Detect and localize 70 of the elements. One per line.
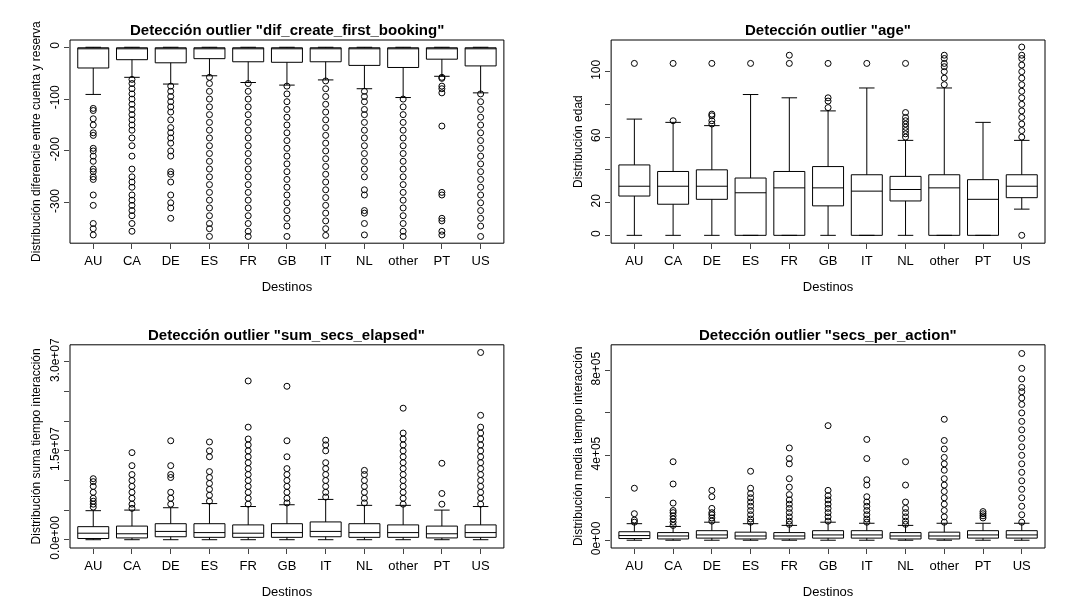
chart-title: Detección outlier "age" <box>745 21 911 38</box>
x-tick-label: IT <box>319 252 332 268</box>
x-tick-label: PT <box>433 557 451 573</box>
x-tick-label: GB <box>818 252 838 268</box>
x-tick-label: ES <box>200 252 219 268</box>
y-tick-label: 3.0e+07 <box>48 338 63 383</box>
x-tick-label: GB <box>277 252 297 268</box>
x-tick-label: IT <box>861 557 873 573</box>
x-axis-title: Destinos <box>261 279 313 295</box>
x-tick-label: CA <box>664 557 683 573</box>
y-axis-title: Distribución diferencie entre cuenta y reserva <box>29 20 44 262</box>
x-tick-label: DE <box>161 252 181 268</box>
x-tick-label: DE <box>161 557 181 573</box>
x-tick-label: IT <box>319 557 332 573</box>
y-tick-label: 60 <box>589 128 604 142</box>
y-tick-label: 0e+00 <box>589 521 604 556</box>
x-tick-label: US <box>471 557 490 573</box>
x-tick-label: AU <box>84 252 103 268</box>
x-tick-label: NL <box>356 252 373 268</box>
y-axis-title: Distribución media tiempo interacción <box>570 346 585 547</box>
y-tick-label: 0 <box>589 229 604 237</box>
x-tick-label: NL <box>897 557 914 573</box>
x-tick-label: FR <box>780 252 798 268</box>
y-tick-label: 20 <box>589 193 604 208</box>
y-tick-label: 4e+05 <box>589 436 604 471</box>
chart-title: Detección outlier "dif_create_first_booking" <box>130 21 445 38</box>
x-tick-label: CA <box>122 252 142 268</box>
x-tick-label: other <box>929 557 960 573</box>
x-tick-label: US <box>1012 252 1032 268</box>
x-axis-title: Destinos <box>802 584 854 600</box>
x-tick-label: FR <box>239 252 257 268</box>
x-tick-label: FR <box>239 557 257 573</box>
x-tick-label: other <box>388 557 419 573</box>
x-tick-label: other <box>388 252 419 268</box>
x-tick-label: AU <box>625 252 644 268</box>
x-axis-title: Destinos <box>261 584 313 600</box>
x-tick-label: GB <box>818 557 838 573</box>
x-tick-label: US <box>471 252 490 268</box>
x-tick-label: ES <box>741 557 760 573</box>
y-tick-label: 0.0e+00 <box>48 515 63 560</box>
x-tick-label: AU <box>625 557 644 573</box>
y-tick-label: -300 <box>48 188 63 213</box>
y-tick-label: 8e+05 <box>589 351 604 386</box>
x-tick-label: PT <box>433 252 451 268</box>
x-tick-label: PT <box>974 252 992 268</box>
x-tick-label: CA <box>122 557 142 573</box>
x-tick-label: IT <box>861 252 873 268</box>
chart-title: Detección outlier "secs_per_action" <box>699 326 957 343</box>
y-axis-title: Distribución suma tiempo interacción <box>29 348 44 545</box>
y-tick-label: 0 <box>48 41 63 49</box>
x-tick-label: ES <box>200 557 219 573</box>
x-tick-label: DE <box>702 557 722 573</box>
x-tick-label: GB <box>277 557 297 573</box>
x-tick-label: NL <box>356 557 373 573</box>
y-tick-label: 100 <box>589 59 604 80</box>
y-tick-label: 1.5e+07 <box>48 426 63 471</box>
x-tick-label: DE <box>702 252 722 268</box>
y-tick-label: -100 <box>48 84 63 110</box>
x-tick-label: US <box>1012 557 1032 573</box>
x-tick-label: FR <box>780 557 798 573</box>
x-tick-label: CA <box>664 252 683 268</box>
x-tick-label: ES <box>741 252 760 268</box>
chart-title: Detección outlier "sum_secs_elapsed" <box>148 326 425 343</box>
x-tick-label: PT <box>974 557 992 573</box>
x-tick-label: AU <box>84 557 103 573</box>
x-axis-title: Destinos <box>802 279 854 295</box>
y-tick-label: -200 <box>48 136 63 162</box>
x-tick-label: other <box>929 252 960 268</box>
y-axis-title: Distribución edad <box>570 95 585 188</box>
x-tick-label: NL <box>897 252 914 268</box>
